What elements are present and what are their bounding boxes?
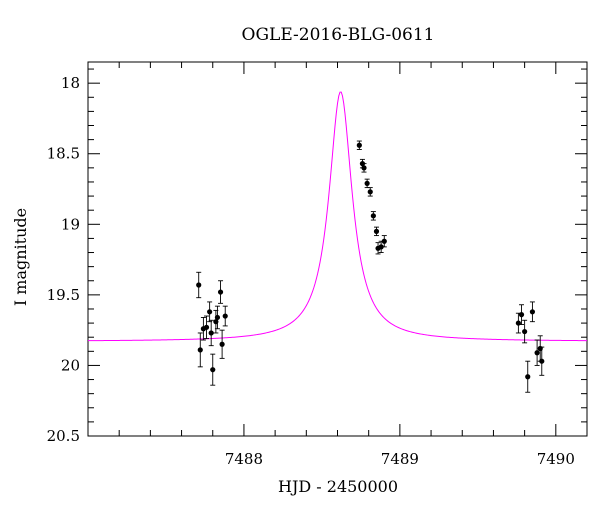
y-tick-label: 19 [61,215,80,233]
data-point [364,180,370,186]
data-point [219,341,225,347]
y-tick-label: 18 [61,74,80,92]
data-point [196,282,202,288]
data-point [378,244,384,250]
model-curve [88,91,587,342]
y-axis-label: I magnitude [11,208,30,306]
data-point [539,358,545,364]
x-axis-label: HJD - 2450000 [278,477,398,496]
data-point [217,289,224,295]
data-point [522,328,528,335]
data-point [534,350,540,356]
data-point [381,238,387,244]
x-tick-label: 7489 [381,450,419,468]
plot-frame [87,61,588,437]
data-point [361,165,367,171]
data-point [367,189,373,195]
data-point [197,347,203,353]
data-point [207,309,213,315]
data-point [214,314,221,321]
y-tick-label: 20.5 [47,427,80,445]
data-point [210,367,216,373]
data-point [525,374,531,380]
chart-title: OGLE-2016-BLG-0611 [242,25,435,45]
data-point [356,142,362,148]
data-point [203,324,210,330]
y-tick-label: 19.5 [47,286,80,304]
y-tick-label: 20 [61,356,80,374]
tick-labels: 7488 7489 7490 18 18.5 19 19.5 20 20.5 [47,74,575,468]
axis-ticks [87,62,588,437]
data-points [196,140,545,393]
data-point [373,228,380,234]
data-point [222,313,228,319]
data-point [208,330,214,336]
x-tick-label: 7488 [225,450,263,468]
x-tick-label: 7490 [537,450,575,468]
data-point [529,309,536,315]
data-point [518,312,525,318]
data-point [370,213,376,219]
y-tick-label: 18.5 [47,145,80,163]
